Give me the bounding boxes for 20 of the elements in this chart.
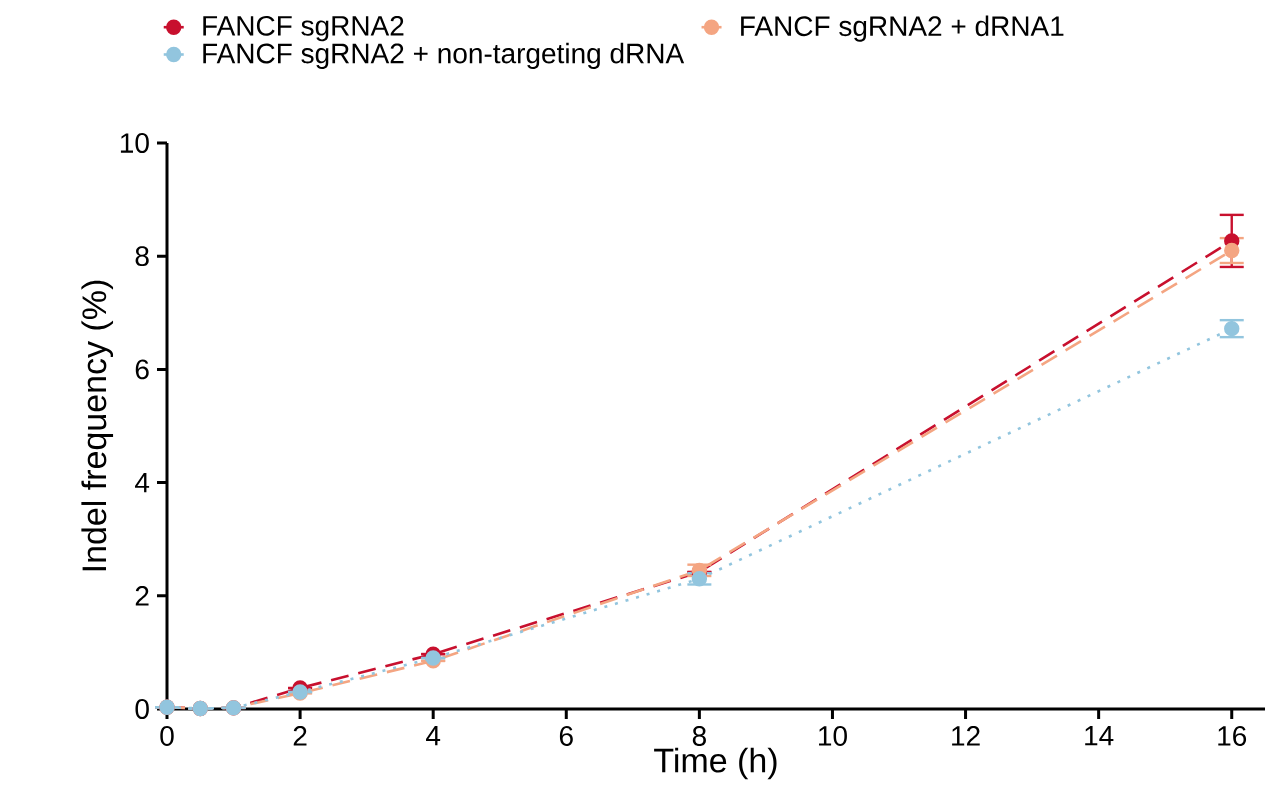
y-axis-title: Indel frequency (%) (81, 280, 114, 571)
x-tick-label: 12 (952, 726, 980, 746)
x-tick-label: 6 (559, 726, 573, 746)
x-tick-label: 10 (819, 726, 847, 746)
x-tick-label: 4 (426, 726, 441, 746)
x-tick-label: 14 (1085, 726, 1114, 746)
x-tick-label: 8 (692, 726, 706, 746)
y-tick-label: 8 (135, 246, 149, 267)
y-tick-label: 0 (135, 699, 149, 719)
y-tick-label: 6 (135, 359, 149, 380)
y-tick-label: 2 (135, 586, 149, 606)
x-axis-title: Time (h) (654, 747, 777, 780)
legend-label: FANCF sgRNA2 + non-targeting dRNA (203, 42, 685, 69)
x-tick-label: 2 (293, 726, 307, 746)
y-tick-label: 10 (120, 133, 149, 153)
x-tick-label: 0 (160, 726, 174, 746)
legend-label: FANCF sgRNA2 (203, 15, 404, 42)
x-tick-label: 16 (1218, 726, 1247, 746)
legend-label: FANCF sgRNA2 + dRNA1 (741, 15, 1064, 42)
y-tick-label: 4 (134, 472, 150, 493)
